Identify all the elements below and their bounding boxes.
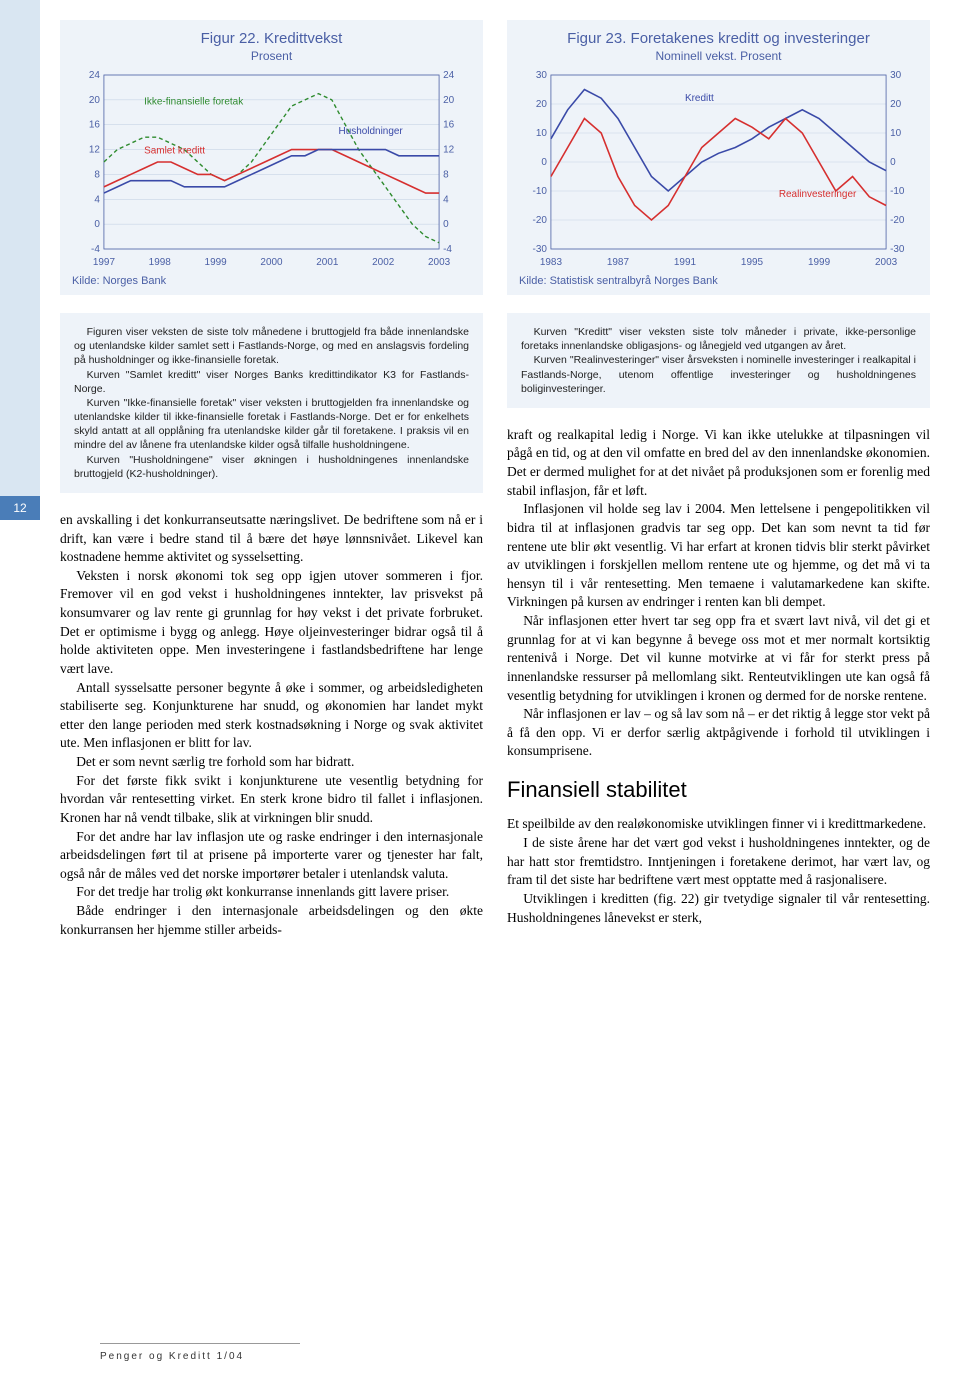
caption-22-p3: Kurven "Ikke-finansielle foretak" viser …	[74, 396, 469, 453]
chart-23: Figur 23. Foretakenes kreditt og investe…	[507, 20, 930, 295]
svg-text:-20: -20	[890, 215, 905, 226]
svg-text:20: 20	[536, 99, 548, 110]
caption-22-p4: Kurven "Husholdningene" viser økningen i…	[74, 453, 469, 481]
svg-text:-10: -10	[890, 186, 905, 197]
svg-text:16: 16	[89, 120, 101, 131]
col1-p7: For det tredje har trolig økt konkurrans…	[60, 883, 483, 902]
caption-22-p1: Figuren viser veksten de siste tolv måne…	[74, 325, 469, 368]
svg-text:Ikke-finansielle foretak: Ikke-finansielle foretak	[144, 97, 243, 108]
svg-text:8: 8	[443, 169, 449, 180]
chart-22-title: Figur 22. Kredittvekst	[72, 30, 471, 47]
chart-23-subtitle: Nominell vekst. Prosent	[519, 49, 918, 63]
svg-text:16: 16	[443, 120, 455, 131]
caption-23-p2: Kurven "Realinvesteringer" viser årsveks…	[521, 353, 916, 396]
col1-p1: en avskalling i det konkurranseutsatte n…	[60, 511, 483, 567]
col2-p4: Når inflasjonen er lav – og så lav som n…	[507, 705, 930, 761]
chart-22-plot: -4 -4 0 0 4 4 8 8 12 12 16 16 20 20 24 24 1997 1998 1999 20…	[72, 69, 471, 269]
svg-text:1983: 1983	[540, 257, 563, 268]
body-columns: Figuren viser veksten de siste tolv måne…	[60, 313, 930, 939]
svg-text:12: 12	[443, 145, 455, 156]
svg-text:Kreditt: Kreditt	[685, 93, 714, 104]
svg-text:2003: 2003	[428, 257, 451, 268]
col1-p3: Antall sysselsatte personer begynte å øk…	[60, 679, 483, 754]
col2-p1: kraft og realkapital ledig i Norge. Vi k…	[507, 426, 930, 501]
chart-23-title: Figur 23. Foretakenes kreditt og investe…	[519, 30, 918, 47]
caption-23: Kurven "Kreditt" viser veksten siste tol…	[507, 313, 930, 408]
caption-22: Figuren viser veksten de siste tolv måne…	[60, 313, 483, 493]
footer-text: Penger og Kreditt 1/04	[100, 1351, 244, 1362]
svg-text:1987: 1987	[607, 257, 630, 268]
col1-p5: For det første fikk svikt i konjunkturen…	[60, 772, 483, 828]
caption-23-p1: Kurven "Kreditt" viser veksten siste tol…	[521, 325, 916, 353]
svg-text:1995: 1995	[741, 257, 764, 268]
svg-text:20: 20	[890, 99, 902, 110]
svg-text:-4: -4	[91, 244, 100, 255]
svg-text:0: 0	[443, 219, 449, 230]
svg-text:Samlet kreditt: Samlet kreditt	[144, 145, 205, 156]
col2-p7: Utviklingen i kreditten (fig. 22) gir tv…	[507, 890, 930, 927]
svg-text:1991: 1991	[674, 257, 697, 268]
right-column: Kurven "Kreditt" viser veksten siste tol…	[507, 313, 930, 939]
svg-text:12: 12	[89, 145, 101, 156]
chart-22-source: Kilde: Norges Bank	[72, 275, 471, 287]
col1-p4: Det er som nevnt særlig tre forhold som …	[60, 753, 483, 772]
svg-text:4: 4	[443, 194, 449, 205]
chart-22: Figur 22. Kredittvekst Prosent -4 -4 0 0 4 4 8…	[60, 20, 483, 295]
svg-text:0: 0	[541, 157, 547, 168]
svg-text:24: 24	[443, 70, 455, 81]
svg-text:8: 8	[94, 169, 100, 180]
svg-text:10: 10	[890, 128, 902, 139]
col2-p3: Når inflasjonen etter hvert tar seg opp …	[507, 612, 930, 705]
svg-text:30: 30	[536, 70, 548, 81]
page-content: Figur 22. Kredittvekst Prosent -4 -4 0 0 4 4 8…	[60, 20, 930, 939]
svg-text:-4: -4	[443, 244, 452, 255]
svg-text:20: 20	[89, 95, 101, 106]
page-margin-band	[0, 0, 40, 520]
svg-text:2001: 2001	[316, 257, 339, 268]
chart-23-source: Kilde: Statistisk sentralbyrå Norges Ban…	[519, 275, 918, 287]
svg-text:1999: 1999	[808, 257, 831, 268]
svg-text:-10: -10	[533, 186, 548, 197]
svg-text:2002: 2002	[372, 257, 395, 268]
caption-22-p2: Kurven "Samlet kreditt" viser Norges Ban…	[74, 368, 469, 396]
svg-text:0: 0	[94, 219, 100, 230]
svg-text:-30: -30	[890, 244, 905, 255]
col2-p5: Et speilbilde av den realøkonomiske utvi…	[507, 815, 930, 834]
svg-text:1998: 1998	[149, 257, 172, 268]
svg-text:2000: 2000	[260, 257, 283, 268]
col1-p8: Både endringer i den internasjonale arbe…	[60, 902, 483, 939]
svg-text:-20: -20	[533, 215, 548, 226]
col1-p6: For det andre har lav inflasjon ute og r…	[60, 828, 483, 884]
charts-row: Figur 22. Kredittvekst Prosent -4 -4 0 0 4 4 8…	[60, 20, 930, 295]
svg-text:2003: 2003	[875, 257, 898, 268]
col2-p6: I de siste årene har det vært god vekst …	[507, 834, 930, 890]
svg-text:20: 20	[443, 95, 455, 106]
col1-p2: Veksten i norsk økonomi tok seg opp igje…	[60, 567, 483, 679]
footer-line	[100, 1343, 300, 1344]
svg-text:0: 0	[890, 157, 896, 168]
left-column: Figuren viser veksten de siste tolv måne…	[60, 313, 483, 939]
svg-text:1997: 1997	[93, 257, 116, 268]
svg-text:24: 24	[89, 70, 101, 81]
svg-text:Husholdninger: Husholdninger	[339, 126, 404, 137]
svg-text:30: 30	[890, 70, 902, 81]
svg-text:10: 10	[536, 128, 548, 139]
page-number: 12	[0, 496, 40, 520]
svg-text:Realinvesteringer: Realinvesteringer	[779, 189, 857, 200]
section-heading-finansiell: Finansiell stabilitet	[507, 775, 930, 805]
chart-23-plot: -30 -30 -20 -20 -10 -10 0 0 10 10 20 20 30 30 1983 1987…	[519, 69, 918, 269]
svg-text:4: 4	[94, 194, 100, 205]
chart-22-subtitle: Prosent	[72, 49, 471, 63]
col2-p2: Inflasjonen vil holde seg lav i 2004. Me…	[507, 500, 930, 612]
svg-text:1999: 1999	[205, 257, 228, 268]
svg-text:-30: -30	[533, 244, 548, 255]
